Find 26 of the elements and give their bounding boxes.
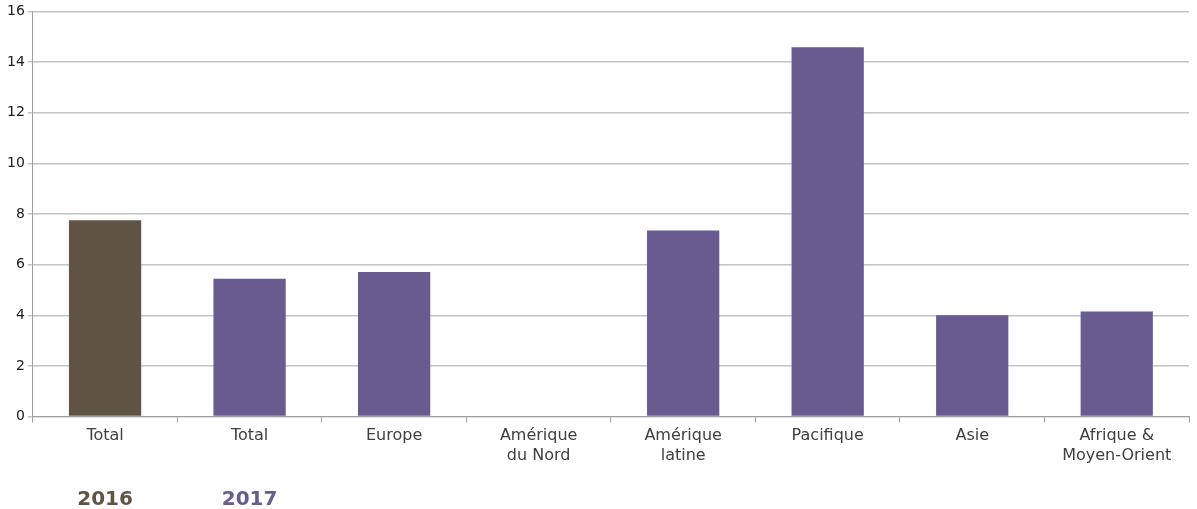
x-tick-label: Asie xyxy=(955,425,989,445)
y-tick-label: 0 xyxy=(15,407,25,424)
text: 2016 xyxy=(77,486,133,509)
text: 2017 xyxy=(221,486,278,509)
y-tick-label: 10 xyxy=(6,153,25,170)
bar xyxy=(791,47,864,416)
y-tick-label: 2 xyxy=(15,356,25,373)
y-tick-label: 12 xyxy=(6,103,25,120)
x-tick-label: Europe xyxy=(365,425,423,445)
bar xyxy=(647,230,720,416)
bar xyxy=(213,278,286,416)
x-tick-label: Pacifique xyxy=(791,425,864,445)
y-tick-label: 14 xyxy=(6,52,25,69)
x-tick-label: Total xyxy=(229,425,269,445)
y-tick-label: 6 xyxy=(15,255,25,272)
x-tick-label: Total xyxy=(85,425,124,445)
bar xyxy=(936,315,1009,416)
bar xyxy=(357,271,431,416)
bar xyxy=(68,220,142,416)
y-tick-label: 4 xyxy=(15,305,25,322)
bar xyxy=(1080,311,1153,416)
x-tick-label: Amérique du Nord xyxy=(499,425,578,464)
x-tick-label: Afrique & Moyen-Orient xyxy=(1062,425,1172,464)
y-tick-label: 16 xyxy=(6,2,25,19)
y-tick-label: 8 xyxy=(15,204,25,221)
x-tick-label: Amérique latine xyxy=(644,425,722,464)
